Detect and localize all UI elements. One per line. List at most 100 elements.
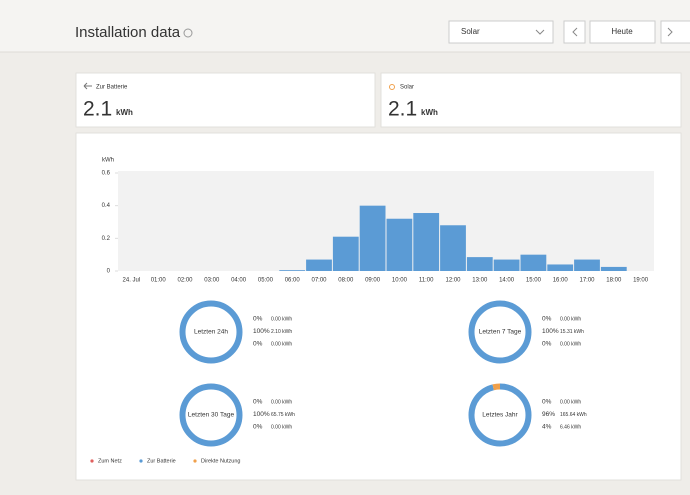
percent-label: 96% (542, 411, 555, 418)
bar (413, 213, 440, 271)
y-tick-label: 0.2 (102, 236, 111, 242)
x-tick-label: 24. Jul (123, 278, 141, 284)
bar (466, 257, 493, 271)
y-tick-label: 0.6 (102, 171, 111, 177)
y-axis-label: kWh (102, 158, 114, 164)
x-tick-label: 12:00 (445, 278, 461, 284)
energy-label: 0.00 kWh (271, 316, 292, 322)
source-select[interactable] (448, 20, 554, 44)
bar (306, 259, 332, 271)
bar (440, 225, 466, 271)
x-tick-label: 18:00 (606, 278, 622, 284)
energy-label: 15.31 kWh (560, 329, 584, 335)
percent-label: 0% (542, 399, 552, 406)
legend-label: Direkte Nutzung (201, 458, 240, 464)
x-tick-label: 04:00 (231, 278, 247, 284)
card-value: 2.1 (388, 98, 417, 121)
energy-label: 65.75 kWh (271, 412, 295, 418)
card (75, 72, 376, 128)
bar (279, 270, 306, 271)
donut-label: Letzten 24h (194, 329, 228, 336)
legend-label: Zur Batterie (147, 458, 176, 464)
percent-label: 100% (253, 411, 270, 418)
next-button[interactable] (660, 20, 690, 44)
prev-button[interactable] (563, 20, 586, 44)
legend-dot (193, 459, 197, 463)
card (380, 72, 682, 128)
select-chevron (535, 29, 545, 35)
bar (359, 205, 386, 271)
donut-segment (468, 383, 532, 447)
percent-label: 100% (253, 328, 270, 335)
x-tick-label: 15:00 (526, 278, 542, 284)
prev-icon (572, 27, 578, 37)
energy-label: 6.46 kWh (560, 424, 581, 430)
bar (520, 254, 547, 271)
percent-label: 0% (253, 316, 263, 323)
donut-label: Letzten 7 Tage (479, 329, 522, 336)
energy-label: 0.00 kWh (271, 424, 292, 430)
x-tick-label: 05:00 (258, 278, 274, 284)
x-tick-label: 11:00 (419, 278, 434, 284)
donut-label: Letzten 30 Tage (188, 412, 235, 419)
arrow-icon (83, 82, 92, 90)
x-tick-label: 14:00 (499, 278, 515, 284)
card-value: 2.1 (83, 98, 112, 121)
percent-label: 0% (253, 341, 263, 348)
energy-label: 0.00 kWh (560, 399, 581, 405)
energy-label: 0.00 kWh (271, 399, 292, 405)
bar (574, 259, 600, 271)
x-tick-label: 03:00 (204, 278, 220, 284)
y-tick-label: 0.4 (102, 203, 111, 209)
bar (600, 266, 627, 271)
energy-label: 2.10 kWh (271, 329, 292, 335)
x-tick-label: 01:00 (151, 278, 167, 284)
info-icon[interactable] (183, 28, 193, 38)
card-label: Zur Batterie (96, 85, 128, 91)
select-value: Solar (461, 27, 480, 36)
x-tick-label: 19:00 (633, 278, 649, 284)
percent-label: 4% (542, 424, 552, 431)
card-unit: kWh (116, 108, 133, 117)
legend-dot (139, 459, 143, 463)
percent-label: 100% (542, 328, 559, 335)
percent-label: 0% (253, 424, 263, 431)
donut-segment (179, 300, 243, 364)
energy-label: 165.64 kWh (560, 412, 587, 418)
energy-label: 0.00 kWh (560, 316, 581, 322)
today-button[interactable] (589, 20, 656, 44)
percent-label: 0% (253, 399, 263, 406)
y-tick-label: 0 (107, 269, 111, 275)
x-tick-label: 09:00 (365, 278, 381, 284)
bar (547, 264, 574, 271)
next-icon (667, 27, 673, 37)
percent-label: 0% (542, 316, 552, 323)
sun-icon (389, 84, 395, 90)
x-tick-label: 17:00 (579, 278, 595, 284)
bar (493, 259, 520, 271)
card-unit: kWh (421, 108, 438, 117)
energy-label: 0.00 kWh (271, 341, 292, 347)
plot-area (118, 171, 654, 271)
page-title: Installation data (75, 24, 181, 41)
donut-label: Letztes Jahr (482, 412, 518, 419)
percent-label: 0% (542, 341, 552, 348)
x-tick-label: 10:00 (392, 278, 408, 284)
legend-dot (90, 459, 94, 463)
bar (332, 236, 359, 271)
energy-label: 0.00 kWh (560, 341, 581, 347)
x-tick-label: 02:00 (177, 278, 193, 284)
x-tick-label: 06:00 (285, 278, 301, 284)
x-tick-label: 13:00 (472, 278, 488, 284)
bar (386, 218, 413, 271)
x-tick-label: 08:00 (338, 278, 354, 284)
donut-segment (179, 383, 243, 447)
today-label: Heute (611, 27, 633, 36)
card-label: Solar (400, 85, 414, 91)
x-tick-label: 07:00 (311, 278, 327, 284)
x-tick-label: 16:00 (553, 278, 569, 284)
donut-segment (468, 300, 532, 364)
legend-label: Zum Netz (98, 458, 122, 464)
